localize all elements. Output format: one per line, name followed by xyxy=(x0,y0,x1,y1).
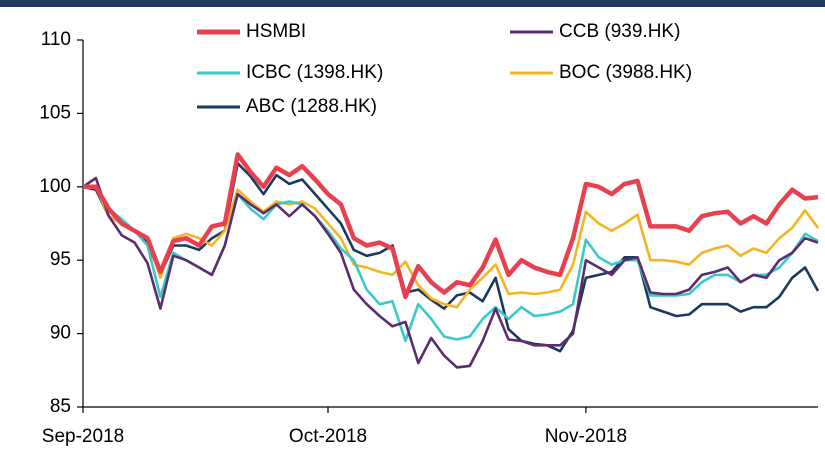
y-tick-label: 85 xyxy=(50,396,71,417)
series-line xyxy=(83,152,819,300)
x-tick-label: Sep-2018 xyxy=(42,426,124,447)
y-tick-label: 100 xyxy=(39,176,71,197)
y-tick-label: 105 xyxy=(39,102,71,123)
top-band xyxy=(0,0,825,7)
legend-label: HSMBI xyxy=(246,21,306,42)
x-tick-label: Nov-2018 xyxy=(545,426,627,447)
series-line xyxy=(82,162,820,353)
legend-label: BOC (3988.HK) xyxy=(559,62,692,83)
y-tick-label: 110 xyxy=(41,29,71,50)
series-line xyxy=(82,176,819,369)
legend-label: ABC (1288.HK) xyxy=(246,96,377,117)
y-tick-label: 95 xyxy=(50,249,71,270)
y-tick-label: 90 xyxy=(50,323,71,344)
series-line xyxy=(83,185,820,309)
legend-label: ICBC (1398.HK) xyxy=(246,62,383,83)
x-tick-label: Oct-2018 xyxy=(289,426,367,447)
legend-label: CCB (939.HK) xyxy=(559,21,680,42)
